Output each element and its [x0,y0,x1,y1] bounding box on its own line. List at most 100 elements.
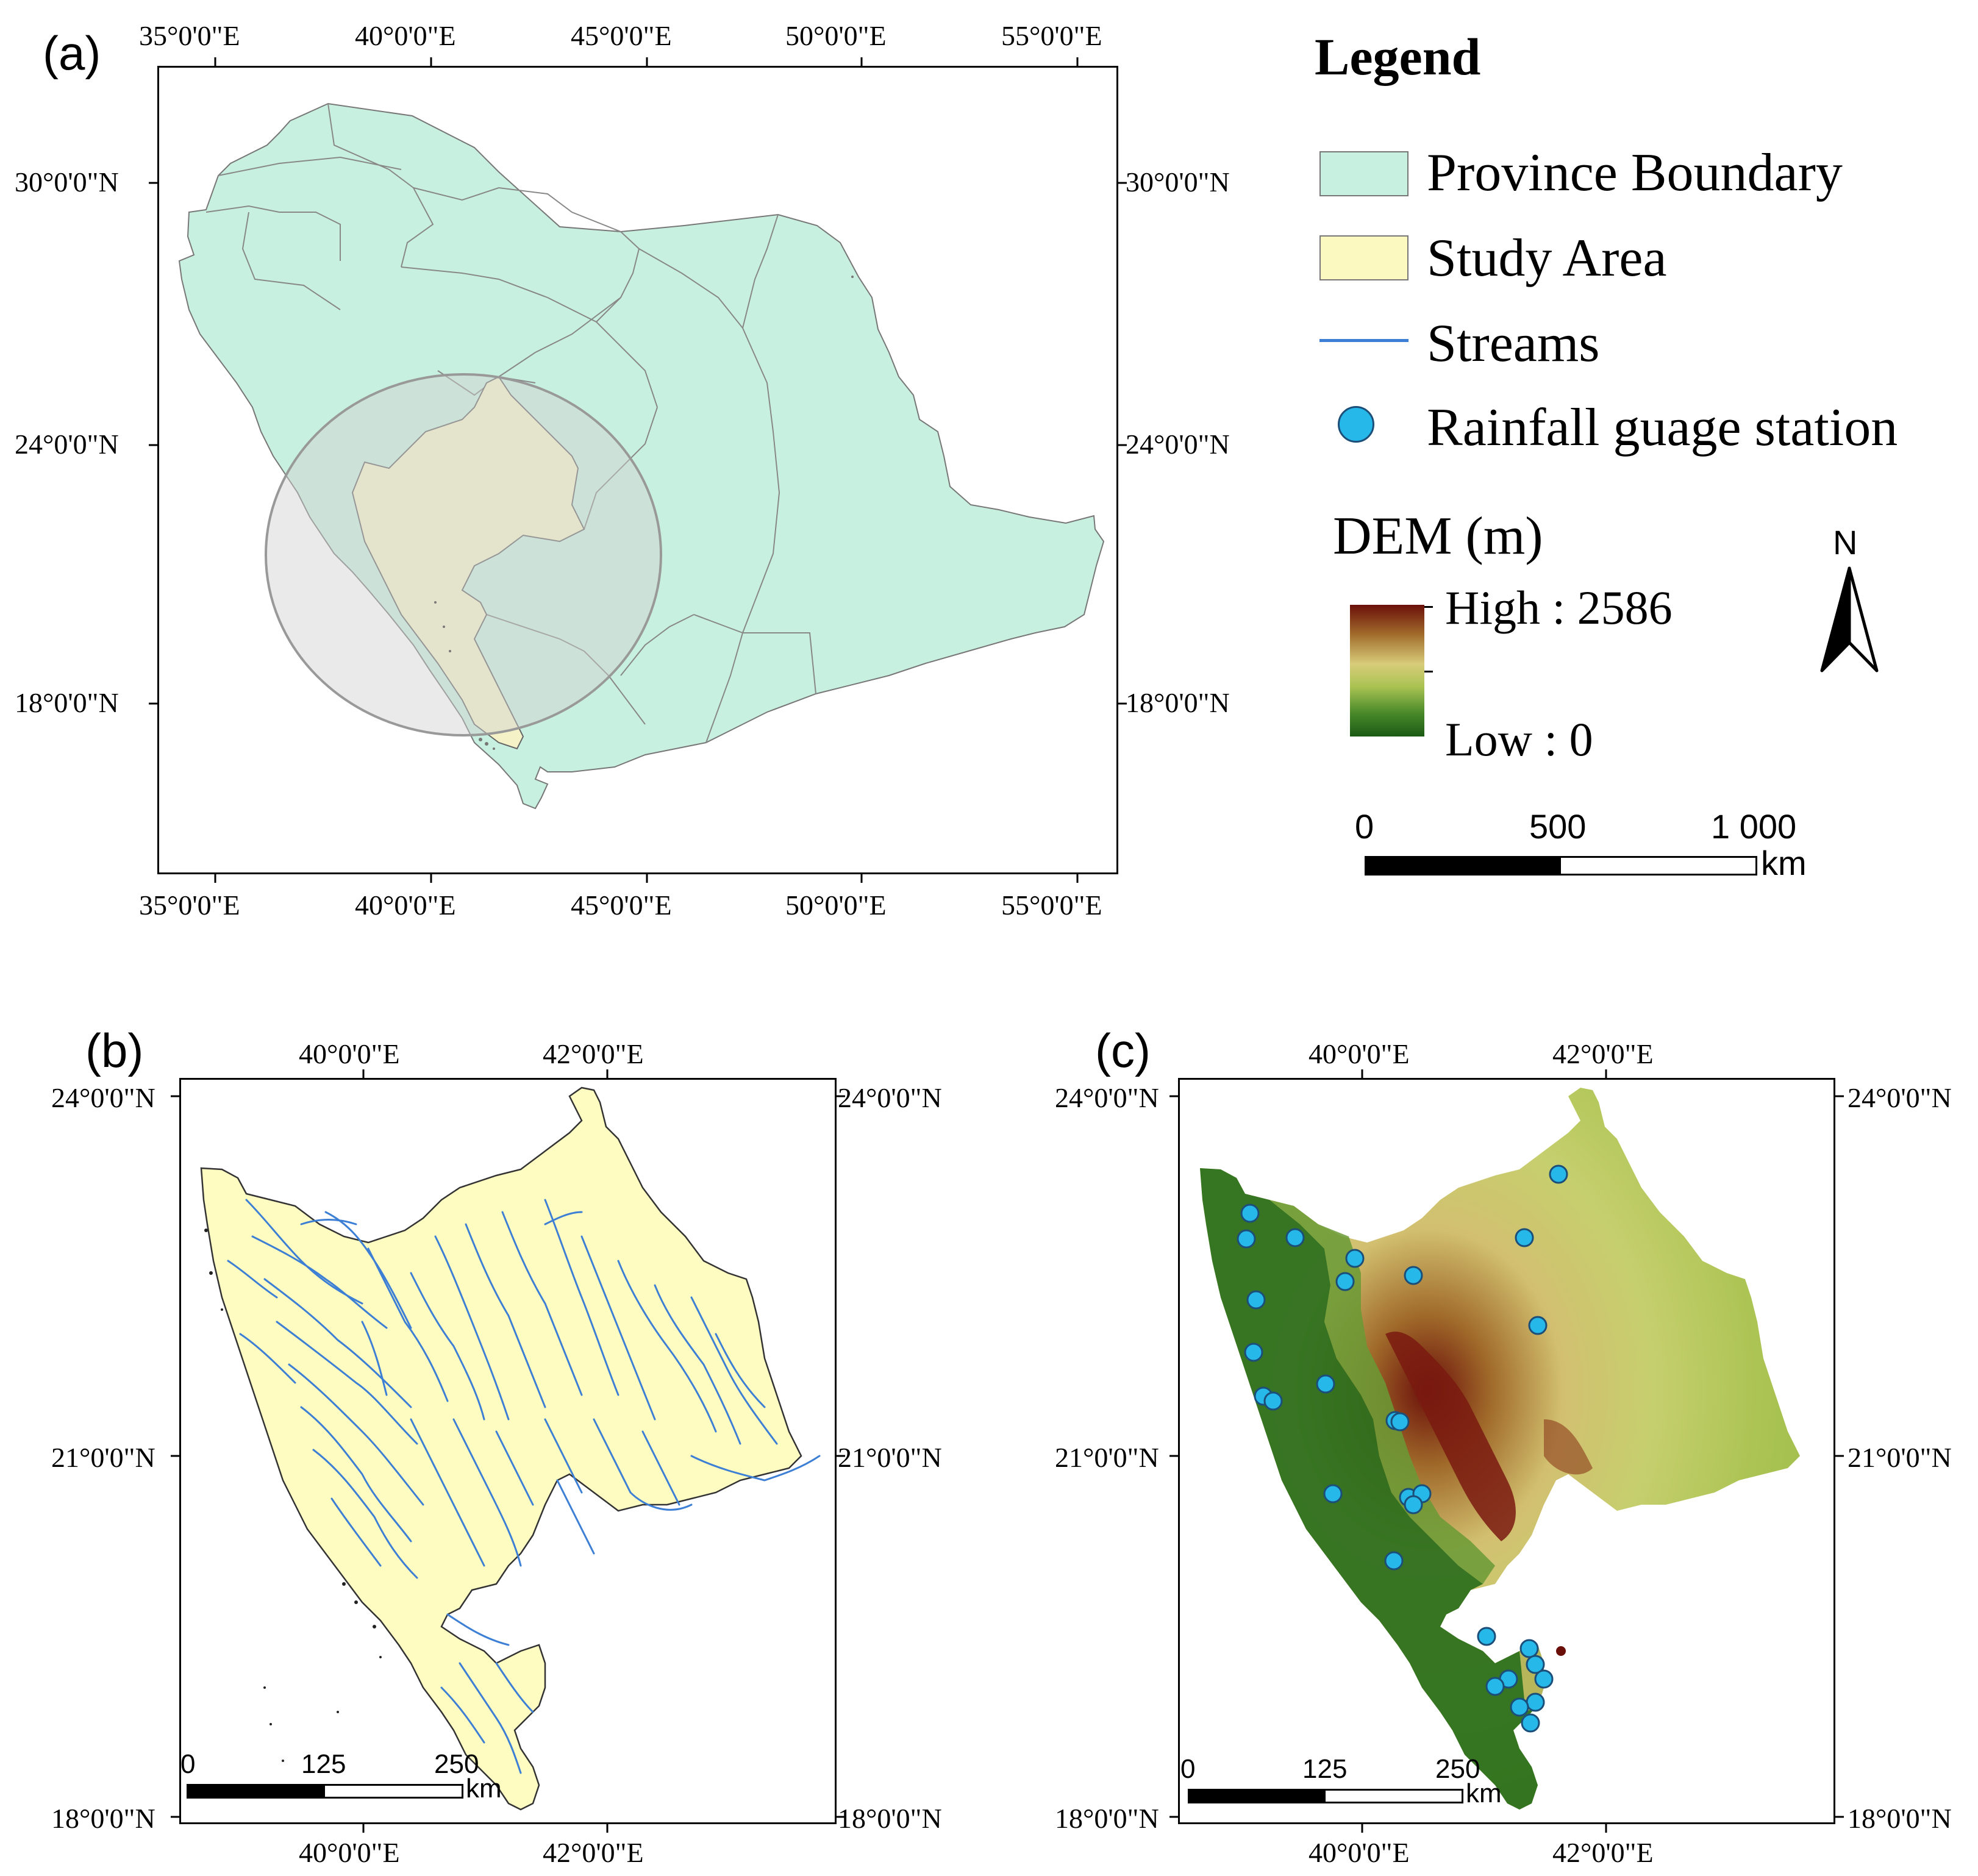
panel-b-label: (b) [85,1024,144,1077]
panel-a-left-lat-tick: 24°0'0"N [15,429,119,460]
legend-study-area-swatch [1319,235,1409,280]
rainfall-station [1335,1272,1355,1291]
panel-c-bottom-lon-tick: 40°0'0"E [1309,1837,1410,1868]
panel-c-scale-tick-label: 125 [1302,1754,1348,1784]
panel-a-map [149,57,1127,883]
legend-streams-line [1319,339,1409,342]
panel-b-left-lat-tick: 21°0'0"N [51,1442,155,1473]
dem-legend-title: DEM (m) [1333,507,1543,566]
legend-rainfall-station-icon [1338,406,1374,443]
rainfall-station [1477,1627,1496,1646]
rainfall-station [1534,1669,1554,1689]
panel-a-bottom-lon-tick: 35°0'0"E [139,890,240,921]
rainfall-station [1526,1655,1545,1674]
panel-c-left-lat-tick: 21°0'0"N [1055,1442,1159,1473]
dem-gradient-tick [1424,671,1433,672]
rainfall-station [1526,1692,1545,1712]
legend-scale-bar [1365,856,1757,876]
rainfall-station [1521,1713,1540,1733]
rainfall-station [1345,1249,1365,1268]
rainfall-station [1528,1316,1548,1335]
panel-c-left-lat-tick: 18°0'0"N [1055,1803,1159,1834]
dem-low-label: Low : 0 [1445,713,1593,766]
panel-b-right-lat-tick: 18°0'0"N [838,1803,942,1834]
panel-c-map [1169,1069,1844,1833]
panel-a-bottom-lon-tick: 50°0'0"E [785,890,887,921]
panel-b-scale-bar [187,1784,463,1799]
panel-c-scale-tick-label: 250 [1435,1754,1480,1784]
study-area-shape [351,376,585,750]
dem-midland-shape [1269,1200,1495,1584]
panel-c-right-lat-tick: 24°0'0"N [1848,1082,1952,1113]
panel-a-top-lon-tick: 35°0'0"E [139,20,240,51]
legend-scale-tick-label: 0 [1355,807,1374,846]
panel-b-scale-tick-label: 250 [434,1749,479,1779]
rainfall-station [1519,1639,1539,1658]
legend-scale-tick-label: 500 [1529,807,1587,846]
streams [227,1199,821,1774]
panel-a-left-lat-tick: 18°0'0"N [15,687,119,718]
panel-c-right-lat-tick: 18°0'0"N [1848,1803,1952,1834]
panel-b-scale-unit: km [466,1774,502,1803]
legend-province-label: Province Boundary [1427,143,1843,202]
province-boundary-shape [178,102,1105,810]
rainfall-station [1246,1290,1266,1310]
legend-rainfall-station-label: Rainfall guage station [1427,398,1898,457]
rainfall-station [1244,1343,1263,1362]
legend-province-swatch [1319,151,1409,196]
zoom-highlight-circle [265,373,662,736]
legend-title: Legend [1315,27,1481,86]
rainfall-station [1316,1374,1335,1394]
rainfall-station [1485,1677,1505,1696]
rainfall-station [1390,1412,1410,1432]
north-arrow-icon [1820,566,1879,672]
panel-c-scale-tick-label: 0 [1180,1754,1196,1784]
rainfall-station [1549,1164,1568,1184]
panel-a-bottom-lon-tick: 55°0'0"E [1001,890,1102,921]
panel-a-right-lat-tick: 18°0'0"N [1126,687,1230,718]
dem-gradient-bar [1350,605,1424,736]
panel-c-bottom-lon-tick: 42°0'0"E [1552,1837,1654,1868]
rainfall-station [1510,1697,1529,1717]
panel-c-scale-unit: km [1466,1778,1502,1808]
panel-c-right-lat-tick: 21°0'0"N [1848,1442,1952,1473]
rainfall-station [1263,1391,1283,1411]
panel-b-left-lat-tick: 18°0'0"N [51,1803,155,1834]
panel-a-top-lon-tick: 50°0'0"E [785,20,887,51]
legend-scale-unit: km [1761,844,1807,882]
panel-a-top-lon-tick: 55°0'0"E [1001,20,1102,51]
study-area-shape [200,1086,802,1811]
panel-c-top-lon-tick: 42°0'0"E [1552,1038,1654,1069]
panel-b-right-lat-tick: 21°0'0"N [838,1442,942,1473]
rainfall-station [1404,1495,1423,1514]
rainfall-station [1237,1229,1256,1249]
dem-highland-ridge [1544,1419,1593,1475]
panel-b-bottom-lon-tick: 42°0'0"E [543,1837,644,1868]
panel-a-right-lat-tick: 24°0'0"N [1126,429,1230,460]
panel-b-map [171,1069,845,1833]
rainfall-station [1240,1204,1260,1223]
panel-b-top-lon-tick: 42°0'0"E [543,1038,644,1069]
rainfall-station [1285,1228,1305,1247]
rainfall-station [1384,1551,1404,1571]
panel-b-top-lon-tick: 40°0'0"E [299,1038,400,1069]
dem-lowland-shape [1200,1168,1544,1810]
panel-b-scale-tick-label: 125 [301,1749,346,1779]
legend-streams-label: Streams [1427,314,1600,373]
panel-a-top-lon-tick: 40°0'0"E [355,20,456,51]
panel-b-right-lat-tick: 24°0'0"N [838,1082,942,1113]
panel-a-bottom-lon-tick: 40°0'0"E [355,890,456,921]
dem-high-label: High : 2586 [1445,581,1673,634]
panel-b-left-lat-tick: 24°0'0"N [51,1082,155,1113]
panel-c-top-lon-tick: 40°0'0"E [1309,1038,1410,1069]
panel-a-right-lat-tick: 30°0'0"N [1126,166,1230,198]
legend-study-area-label: Study Area [1427,229,1667,288]
legend-scale-tick-label: 1 000 [1711,807,1797,846]
rainfall-station [1515,1228,1534,1247]
dem-highland-shape [1385,1332,1516,1541]
rainfall-station [1404,1266,1423,1285]
rainfall-station [1323,1484,1343,1503]
north-arrow-label: N [1833,523,1858,562]
panel-a-label: (a) [43,26,101,80]
panel-c-label: (c) [1095,1024,1151,1077]
